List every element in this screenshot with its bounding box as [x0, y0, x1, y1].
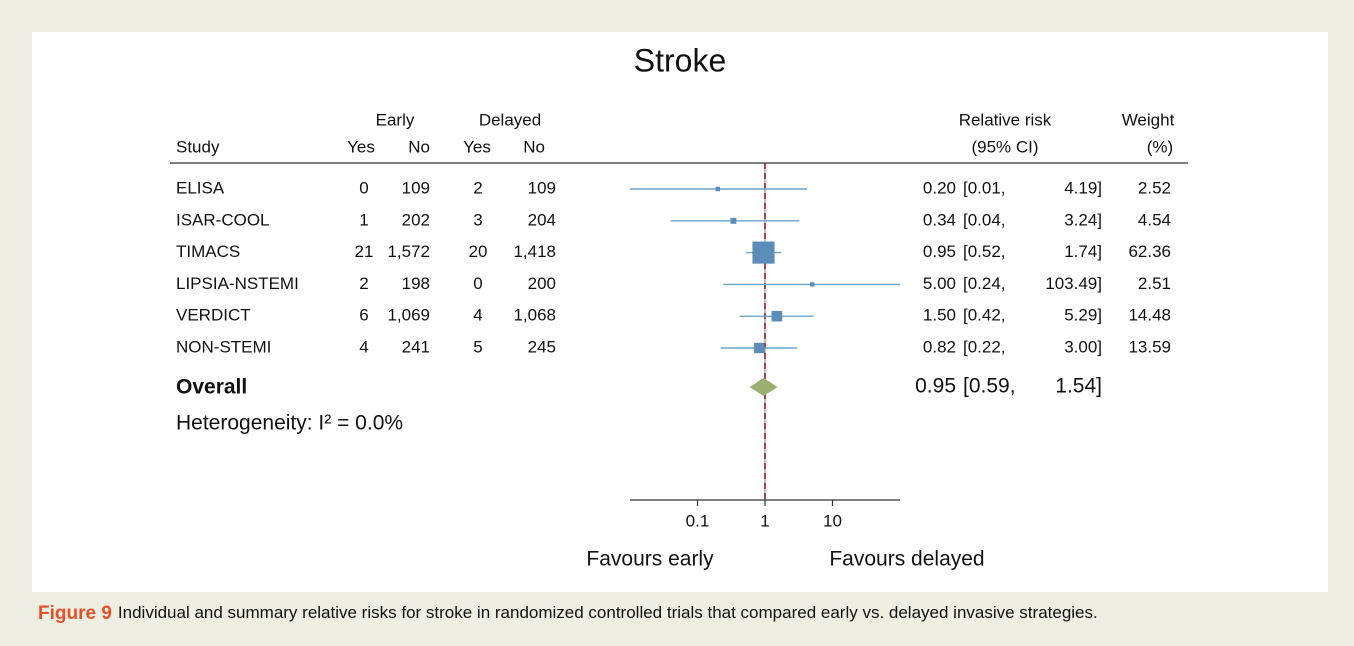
ci-low-label: [0.04, — [963, 210, 1006, 229]
header-yes: Yes — [463, 137, 491, 156]
weight-label: 14.48 — [1128, 306, 1171, 325]
early-yes: 2 — [359, 274, 368, 293]
rr-label: 0.82 — [923, 337, 956, 356]
early-no: 202 — [402, 210, 430, 229]
ci-low-label: [0.52, — [963, 242, 1006, 261]
header-early: Early — [376, 110, 415, 129]
effect-marker — [754, 342, 765, 354]
effect-marker — [715, 186, 721, 192]
header-ci: (95% CI) — [971, 137, 1038, 156]
early-yes: 6 — [359, 306, 368, 325]
early-no: 241 — [402, 337, 430, 356]
early-no: 1,069 — [387, 306, 430, 325]
rr-label: 0.34 — [923, 210, 956, 229]
header-weight: Weight — [1122, 110, 1175, 129]
delayed-yes: 4 — [473, 306, 482, 325]
study-name: ELISA — [176, 178, 225, 197]
weight-label: 2.51 — [1138, 274, 1171, 293]
chart-title: Stroke — [634, 42, 726, 78]
ci-high-label: 103.49] — [1045, 274, 1102, 293]
weight-label: 4.54 — [1138, 210, 1171, 229]
ci-low-label: [0.24, — [963, 274, 1006, 293]
delayed-no: 109 — [528, 178, 556, 197]
effect-marker — [771, 310, 783, 322]
delayed-no: 1,418 — [513, 242, 556, 261]
delayed-yes: 5 — [473, 337, 482, 356]
early-no: 1,572 — [387, 242, 430, 261]
delayed-no: 204 — [528, 210, 556, 229]
ci-high-label: 3.24] — [1064, 210, 1102, 229]
study-name: NON-STEMI — [176, 337, 271, 356]
study-name: TIMACS — [176, 242, 240, 261]
x-tick-label: 10 — [823, 511, 842, 530]
delayed-no: 200 — [528, 274, 556, 293]
study-name: LIPSIA-NSTEMI — [176, 274, 299, 293]
early-no: 198 — [402, 274, 430, 293]
ci-high-label: 1.74] — [1064, 242, 1102, 261]
caption-text: Individual and summary relative risks fo… — [118, 603, 1098, 622]
ci-high-label: 4.19] — [1064, 178, 1102, 197]
caption-label: Figure 9 — [38, 603, 112, 624]
effect-marker — [730, 217, 737, 224]
x-label-right: Favours delayed — [829, 548, 984, 571]
weight-label: 2.52 — [1138, 178, 1171, 197]
study-name: VERDICT — [176, 306, 251, 325]
header-yes: Yes — [347, 137, 375, 156]
delayed-no: 1,068 — [513, 306, 556, 325]
caption: Figure 9 Individual and summary relative … — [38, 603, 1098, 624]
weight-label: 13.59 — [1128, 337, 1171, 356]
panel — [32, 32, 1328, 592]
study-name: ISAR-COOL — [176, 210, 270, 229]
overall-label: Overall — [176, 376, 247, 399]
weight-label: 62.36 — [1128, 242, 1171, 261]
delayed-yes: 0 — [473, 274, 482, 293]
header-no: No — [408, 137, 430, 156]
early-yes: 21 — [355, 242, 374, 261]
effect-marker — [752, 241, 775, 264]
effect-marker — [809, 282, 815, 287]
early-yes: 1 — [359, 210, 368, 229]
x-tick-label: 1 — [760, 511, 769, 530]
ci-low-label: [0.22, — [963, 337, 1006, 356]
rr-label: 5.00 — [923, 274, 956, 293]
rr-label: 0.20 — [923, 178, 956, 197]
header-delayed: Delayed — [479, 110, 541, 129]
header-no: No — [523, 137, 545, 156]
delayed-yes: 20 — [469, 242, 488, 261]
x-tick-label: 0.1 — [686, 511, 710, 530]
overall-ci-low-label: [0.59, — [963, 375, 1016, 398]
header-rr: Relative risk — [959, 110, 1052, 129]
rr-label: 1.50 — [923, 306, 956, 325]
header-study: Study — [176, 137, 220, 156]
x-label-left: Favours early — [586, 548, 714, 571]
ci-low-label: [0.01, — [963, 178, 1006, 197]
overall-ci-high-label: 1.54] — [1055, 375, 1102, 398]
early-no: 109 — [402, 178, 430, 197]
header-weight-unit: (%) — [1147, 137, 1173, 156]
delayed-no: 245 — [528, 337, 556, 356]
overall-diamond — [749, 378, 778, 396]
early-yes: 0 — [359, 178, 368, 197]
ci-low-label: [0.42, — [963, 306, 1006, 325]
early-yes: 4 — [359, 337, 368, 356]
delayed-yes: 3 — [473, 210, 482, 229]
rr-label: 0.95 — [923, 242, 956, 261]
delayed-yes: 2 — [473, 178, 482, 197]
ci-high-label: 5.29] — [1064, 306, 1102, 325]
heterogeneity: Heterogeneity: I² = 0.0% — [176, 412, 403, 435]
overall-rr-label: 0.95 — [915, 375, 956, 398]
ci-high-label: 3.00] — [1064, 337, 1102, 356]
